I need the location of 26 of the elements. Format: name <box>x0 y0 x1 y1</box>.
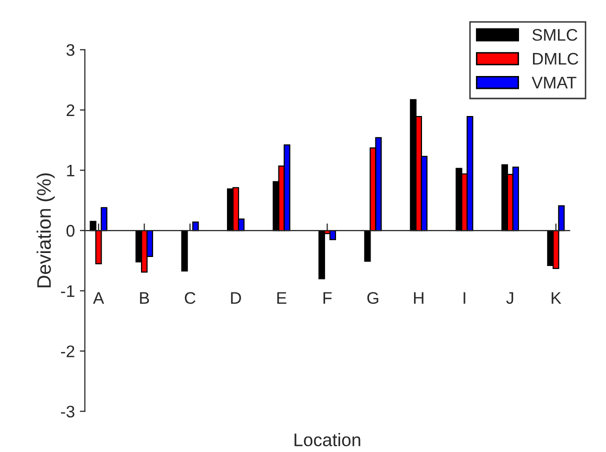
x-tick-label: K <box>552 292 562 304</box>
x-tick-label: I <box>464 292 466 304</box>
legend-label: DMLC <box>533 52 578 65</box>
x-tick-label: J <box>506 292 514 304</box>
y-tick-label: 0 <box>66 224 74 237</box>
bar <box>192 222 199 232</box>
bar <box>181 230 188 272</box>
x-tick-label: B <box>140 292 149 304</box>
y-tick-label: -1 <box>61 285 74 297</box>
y-tick-label: -2 <box>61 345 74 358</box>
y-axis-title: Deviation (%) <box>36 173 55 288</box>
x-axis-title: Location <box>294 433 360 446</box>
y-tick-label: 3 <box>66 44 74 56</box>
x-tick-label: F <box>324 292 332 304</box>
x-tick-label: G <box>367 292 378 304</box>
y-tick-label: -3 <box>61 406 74 418</box>
legend-label: SMLC <box>532 29 578 41</box>
x-tick-label: H <box>414 292 424 304</box>
x-tick-label: D <box>231 292 241 304</box>
y-tick-label: 2 <box>66 104 74 116</box>
x-tick-label: C <box>184 292 196 304</box>
y-tick-label: 1 <box>67 164 74 176</box>
bar <box>318 230 326 280</box>
legend-label: VMAT <box>532 76 576 88</box>
x-tick-label: A <box>93 292 104 304</box>
x-tick-label: E <box>277 292 286 304</box>
